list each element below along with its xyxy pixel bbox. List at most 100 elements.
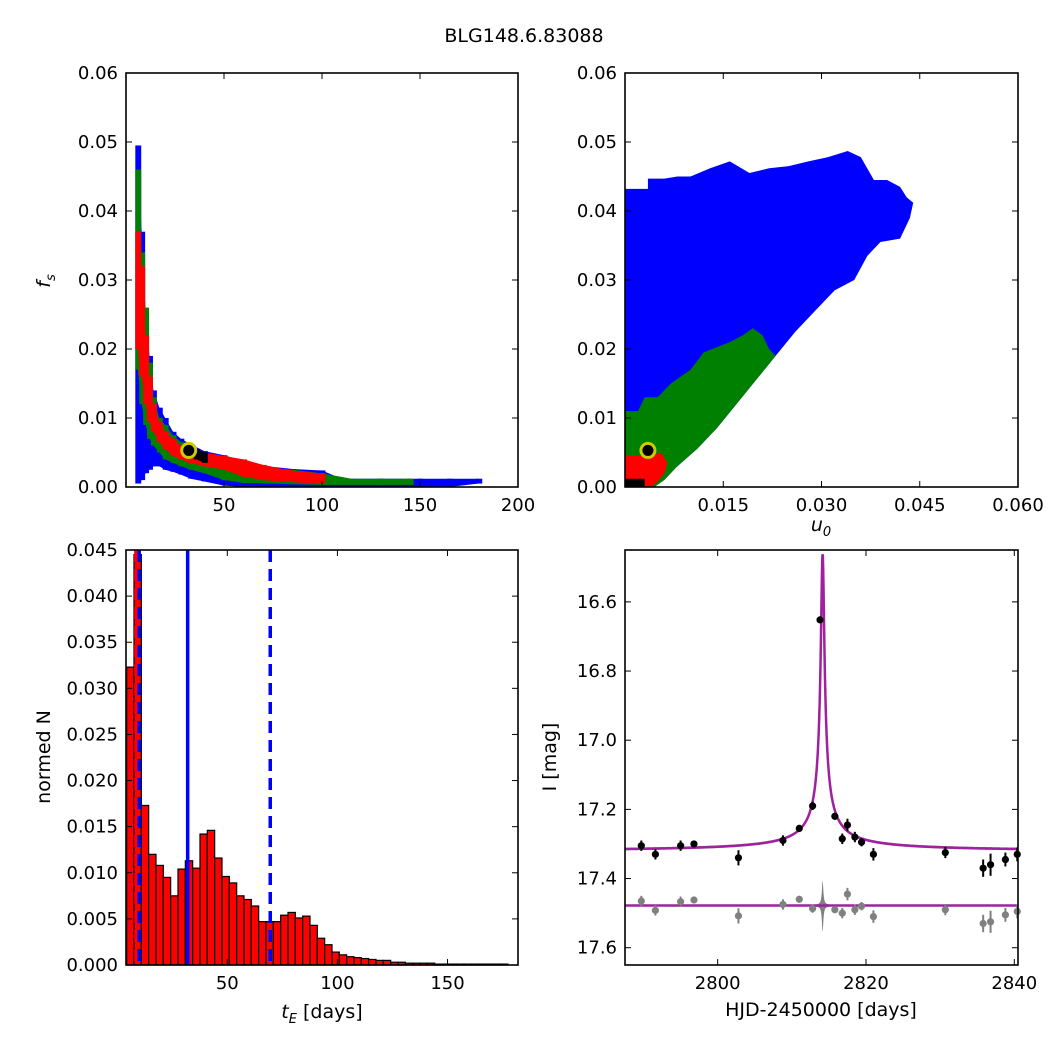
tl-xtick-label: 100 [305, 495, 339, 516]
bl-histogram-bar [236, 895, 245, 966]
tl-ytick-label: 0.00 [78, 477, 118, 498]
br-data-point [779, 836, 787, 845]
bl-histogram-bar [316, 937, 326, 966]
bl-xlabel-t: t [281, 1001, 290, 1023]
bl-xlabel-unit: [days] [297, 1001, 363, 1023]
bl-histogram-bar [228, 882, 238, 966]
br-residual-point [734, 912, 743, 920]
br-residual-point [637, 897, 645, 905]
figure-title: BLG148.6.83088 [444, 25, 603, 47]
tr-region-black [625, 478, 645, 487]
br-data-point [857, 838, 866, 846]
bl-ytick-label: 0.045 [66, 540, 118, 561]
tr-xtick-label: 0.030 [796, 495, 848, 516]
bl-histogram-bar [162, 876, 172, 966]
tl-region-blue [476, 478, 483, 484]
bl-ylabel: normed N [33, 710, 55, 804]
br-data-point [690, 840, 698, 848]
bl-ytick-label: 0.015 [66, 817, 118, 838]
bl-ytick-label: 0.005 [66, 909, 118, 930]
br-data-point [869, 850, 878, 858]
br-ylabel: I [mag] [539, 723, 561, 792]
panel-tE-histogram: 50 100 150 0.000 0.005 0.010 0.015 0.020 0.025 0.… [66, 540, 519, 994]
tr-ytick-label: 0.01 [577, 408, 617, 429]
br-data-point [795, 824, 803, 832]
br-residual-point [851, 906, 859, 914]
tr-xtick-label: 0.015 [697, 495, 749, 516]
bl-histogram-bar [302, 915, 311, 966]
tl-ytick-label: 0.05 [78, 132, 118, 153]
br-residual-point [857, 902, 866, 910]
br-residual-point [795, 895, 803, 903]
bl-histogram-bar [280, 914, 289, 966]
br-residual-point [979, 919, 987, 928]
bl-histogram-bar [206, 829, 216, 966]
br-data-point [843, 821, 852, 829]
br-data-point [809, 802, 817, 810]
bl-ytick-label: 0.010 [66, 863, 118, 884]
br-xtick-label: 2800 [695, 973, 741, 994]
bl-ytick-label: 0.040 [66, 586, 118, 607]
bl-histogram-bar [126, 666, 135, 966]
br-residual-point [986, 918, 995, 926]
bl-xlabel-sub: E [289, 1012, 298, 1027]
bl-histogram-bar [155, 864, 164, 966]
bl-histogram-bar [250, 905, 260, 966]
br-data-point [637, 842, 645, 850]
bl-histogram-bar [221, 875, 230, 966]
tr-xlabel-base: u [811, 514, 823, 536]
tr-ytick-label: 0.00 [577, 477, 617, 498]
bl-ytick-label: 0.000 [66, 955, 118, 976]
tr-region-green [625, 328, 776, 487]
tl-ytick-label: 0.01 [78, 408, 118, 429]
panel-fs-vs-tE: 50 100 150 200 0.00 0.01 0.02 0.03 0.04 0.05 0.06 [78, 63, 535, 516]
tr-ytick-label: 0.05 [577, 132, 617, 153]
bl-histogram-bar [338, 954, 348, 966]
tl-ytick-label: 0.06 [78, 63, 118, 84]
br-xtick-label: 2820 [843, 973, 889, 994]
tl-ytick-label: 0.04 [78, 201, 118, 222]
tl-best-fit-marker [180, 441, 198, 459]
br-residual-point [869, 912, 878, 921]
br-data-point [941, 849, 949, 857]
bl-histogram-bar [294, 917, 304, 966]
br-residual-point [843, 890, 852, 898]
bl-histogram-bar [170, 895, 179, 966]
br-data-point [986, 861, 995, 869]
tl-region-fill-green [137, 169, 411, 485]
tl-xtick-label: 50 [213, 495, 236, 516]
tr-ytick-label: 0.06 [577, 63, 617, 84]
tl-ytick-label: 0.02 [78, 339, 118, 360]
bl-histogram-bar [214, 857, 223, 966]
tl-xtick-label: 200 [501, 495, 535, 516]
br-xtick-label: 2840 [991, 973, 1037, 994]
tl-region-red [319, 473, 326, 483]
br-residual-point [941, 906, 949, 914]
tr-xlabel-sub: 0 [823, 525, 831, 540]
br-data-point [838, 835, 846, 843]
bl-histogram-bar [324, 944, 333, 966]
br-data-point [831, 812, 839, 820]
br-data-point [851, 833, 859, 841]
br-ytick-label: 16.8 [577, 661, 617, 682]
br-residual-point [651, 906, 660, 914]
bl-xlabel: tE [days] [281, 1001, 362, 1027]
tl-xtick-label: 150 [403, 495, 437, 516]
tr-best-fit-marker [639, 441, 657, 459]
br-data-point [651, 850, 660, 858]
panel-fs-vs-u0: 0.015 0.030 0.045 0.060 0.00 0.01 0.02 0.03 0.04… [577, 63, 1044, 516]
bl-xtick-label: 50 [216, 973, 239, 994]
br-ytick-label: 17.2 [577, 799, 617, 820]
bl-histogram-bar [346, 956, 355, 966]
br-data-point [734, 854, 743, 862]
tr-xlabel: u0 [811, 514, 831, 540]
bl-histogram-bar [309, 924, 318, 966]
bl-histogram-bar [272, 921, 282, 966]
bl-histogram-bar [353, 957, 362, 966]
tl-ytick-label: 0.03 [78, 270, 118, 291]
bl-histogram-bar [140, 804, 150, 966]
br-residual-point [809, 905, 817, 913]
bl-histogram-bar [368, 958, 377, 966]
